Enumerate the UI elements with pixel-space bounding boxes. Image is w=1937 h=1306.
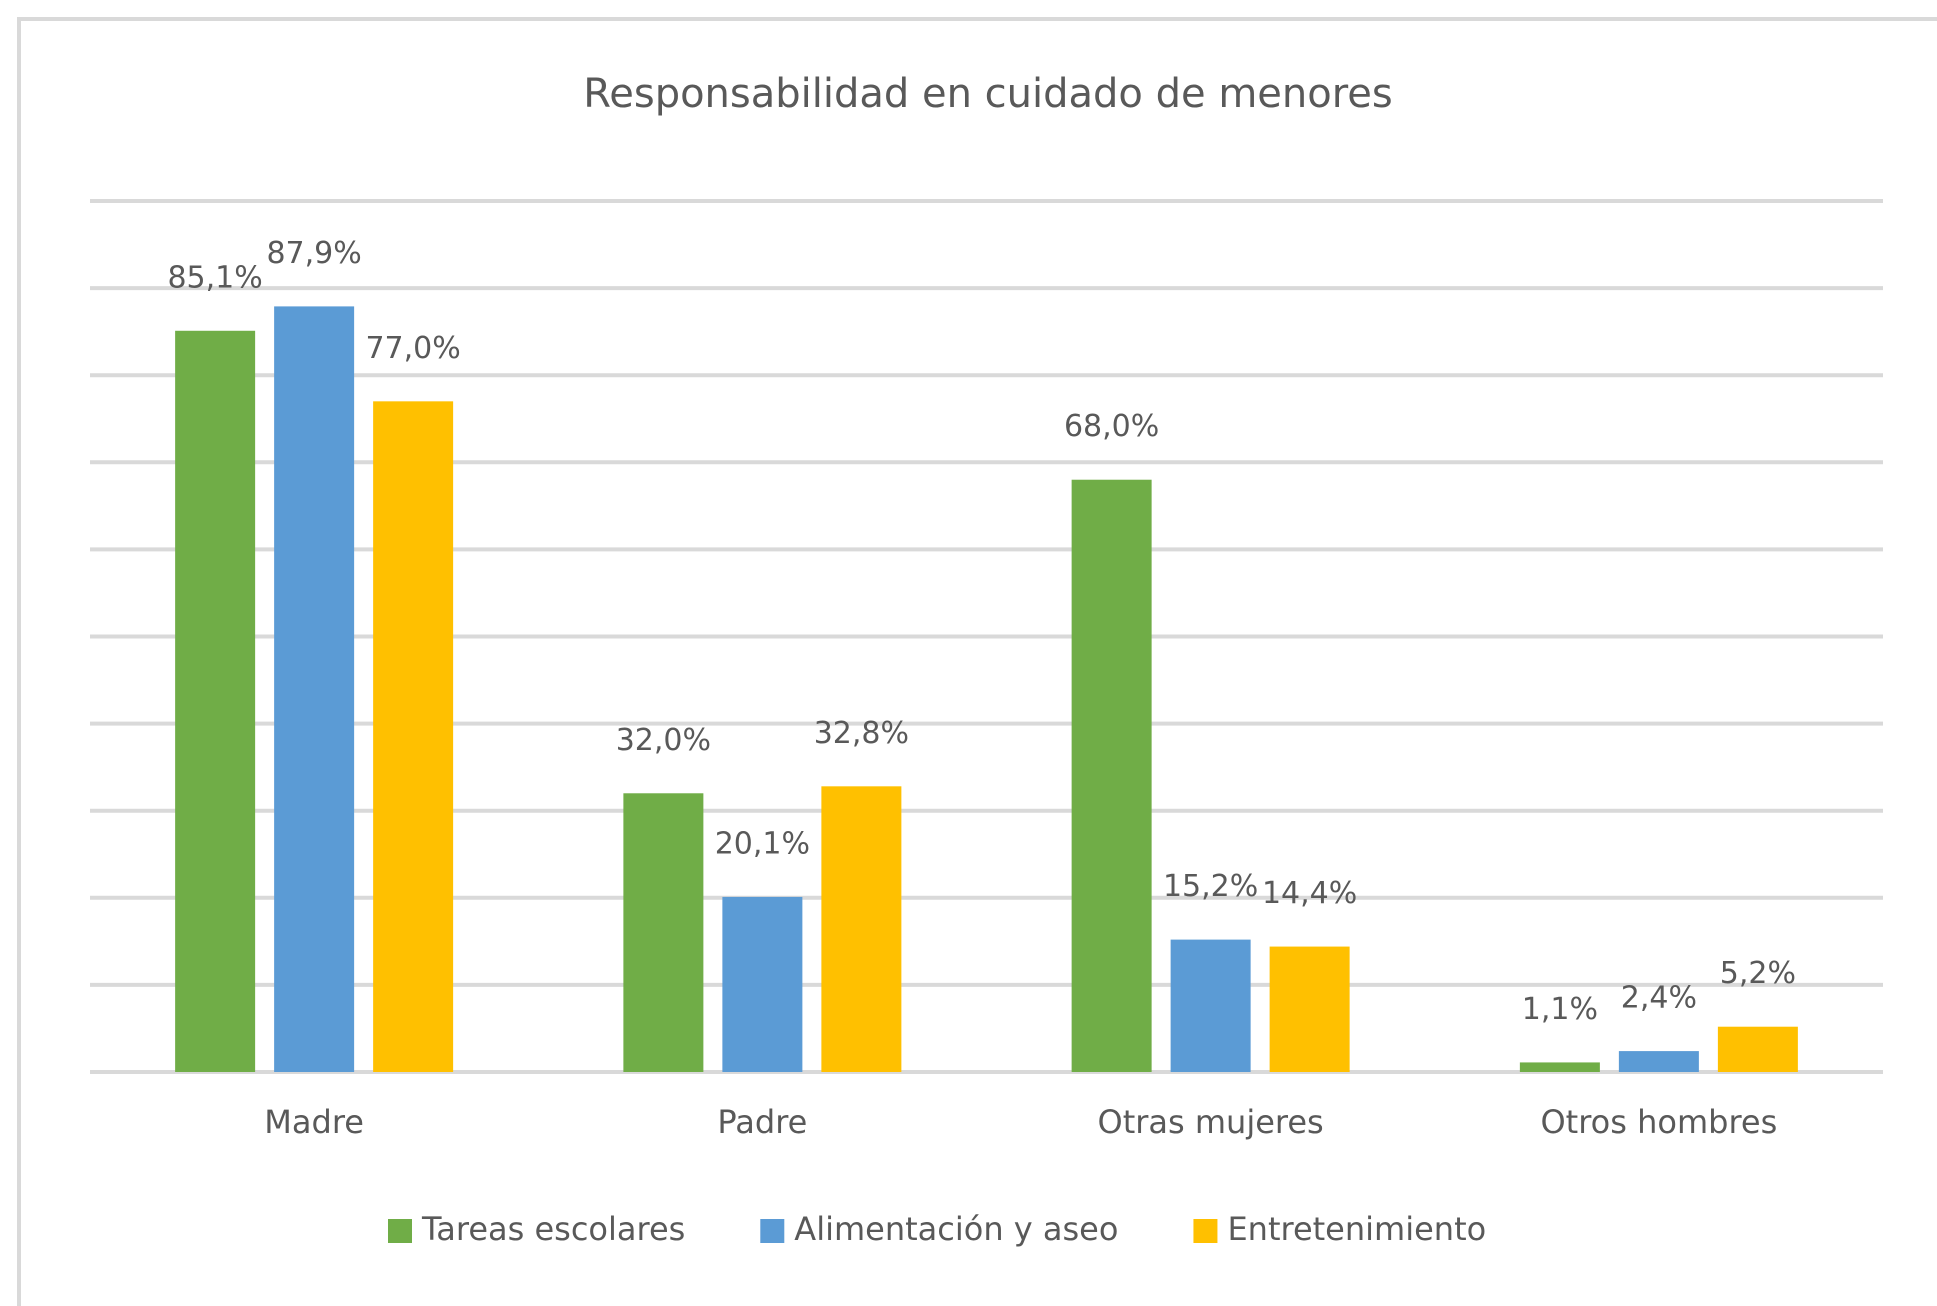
bar: [373, 401, 454, 1073]
legend-label: Entretenimiento: [1227, 1210, 1486, 1248]
legend-swatch: [1193, 1219, 1218, 1243]
bar: [274, 306, 355, 1072]
bar: [821, 786, 902, 1072]
data-label: 85,1%: [167, 260, 262, 295]
x-tick-label: Otras mujeres: [1098, 1103, 1324, 1141]
data-label: 32,0%: [616, 723, 711, 758]
data-label: 5,2%: [1720, 956, 1796, 991]
bar: [1717, 1026, 1798, 1072]
data-label: 87,9%: [266, 236, 361, 271]
data-label: 2,4%: [1621, 981, 1697, 1016]
legend-label: Tareas escolares: [421, 1210, 685, 1248]
legend-swatch: [388, 1219, 412, 1243]
x-tick-label: Madre: [264, 1103, 364, 1141]
bar: [1071, 479, 1152, 1073]
data-label: 1,1%: [1522, 992, 1598, 1027]
data-label: 77,0%: [365, 331, 460, 366]
chart-title: Responsabilidad en cuidado de menores: [583, 71, 1393, 117]
bar: [1269, 946, 1350, 1072]
data-label: 20,1%: [715, 826, 810, 861]
data-label: 68,0%: [1064, 409, 1159, 444]
legend-swatch: [760, 1219, 785, 1243]
bar: [1519, 1062, 1600, 1072]
bar: [623, 793, 704, 1072]
bar: [722, 896, 803, 1072]
x-tick-label: Otros hombres: [1540, 1103, 1777, 1141]
data-label: 32,8%: [814, 716, 909, 751]
data-label: 15,2%: [1163, 869, 1258, 904]
data-label: 14,4%: [1262, 876, 1357, 911]
bar: [1618, 1051, 1699, 1072]
legend-label: Alimentación y aseo: [794, 1210, 1118, 1248]
bar: [175, 330, 256, 1072]
bar: [1170, 939, 1251, 1072]
x-tick-label: Padre: [717, 1103, 807, 1141]
